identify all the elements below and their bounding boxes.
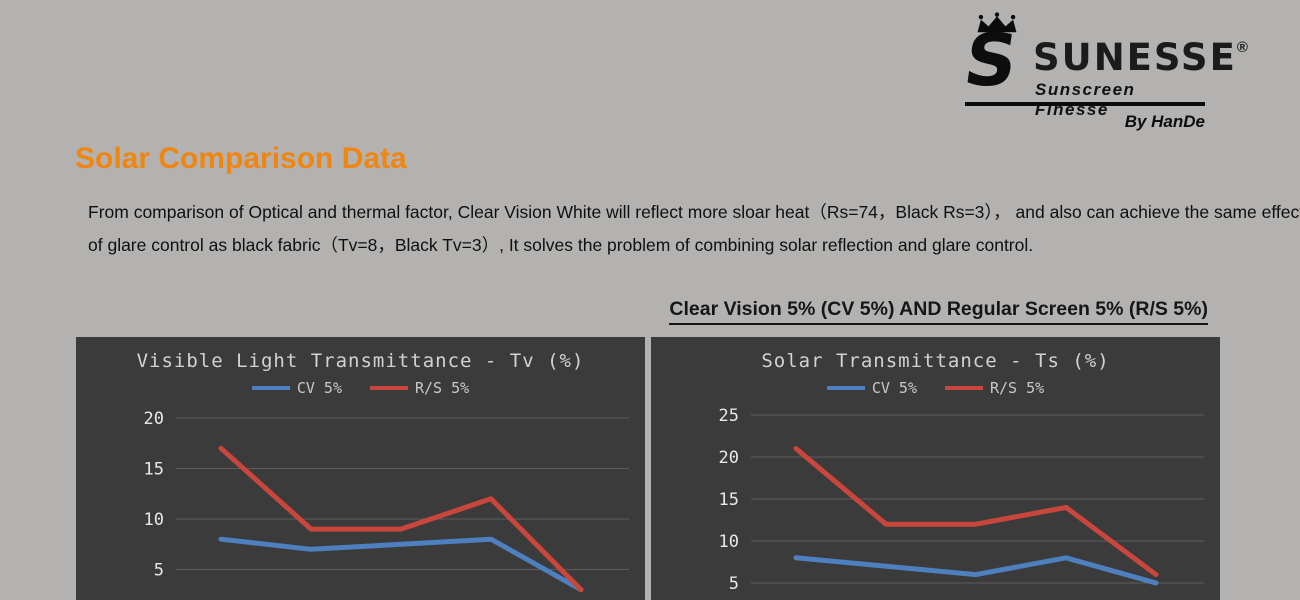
chart-legend: CV 5% R/S 5% xyxy=(76,379,645,398)
y-axis-tick-label: 10 xyxy=(144,510,164,530)
chart-legend: CV 5% R/S 5% xyxy=(651,379,1220,398)
legend-label: CV 5% xyxy=(296,379,342,397)
y-axis-tick-label: 5 xyxy=(154,561,164,581)
y-axis-tick-label: 20 xyxy=(719,448,739,468)
legend-item: CV 5% xyxy=(251,379,342,398)
series-line xyxy=(793,446,1159,578)
legend-item: R/S 5% xyxy=(369,379,470,398)
legend-swatch xyxy=(944,386,983,390)
series-line xyxy=(218,536,584,593)
chart-solar-transmittance: 25 20 15 10 5 Solar Transmittance - Ts (%) C… xyxy=(651,337,1220,600)
y-axis-tick-label: 25 xyxy=(719,406,739,426)
series-line xyxy=(218,445,584,593)
series-line xyxy=(793,555,1159,586)
legend-item: R/S 5% xyxy=(944,379,1045,398)
y-axis-tick-label: 10 xyxy=(719,532,739,552)
brand-monogram: S xyxy=(959,18,1023,102)
legend-item: CV 5% xyxy=(826,379,917,398)
registered-mark: ® xyxy=(1236,39,1248,56)
brand-byline: By HanDe xyxy=(1124,112,1205,131)
legend-swatch xyxy=(369,386,408,390)
legend-label: R/S 5% xyxy=(414,379,470,397)
legend-label: CV 5% xyxy=(871,379,917,397)
brand-name: SUNESSE xyxy=(1033,36,1237,79)
brand-name-row: SUNESSE® xyxy=(1033,36,1248,79)
page-title: Solar Comparison Data xyxy=(75,142,407,175)
chart-visible-light-transmittance: 20 15 10 5 Visible Light Transmittance - Tv… xyxy=(76,337,645,600)
logo-underline xyxy=(965,102,1205,106)
brand-logo: S SUNESSE® Sunscreen Finesse By HanDe xyxy=(959,10,1248,135)
comparison-subtitle: Clear Vision 5% (CV 5%) AND Regular Scre… xyxy=(669,298,1208,325)
y-axis-tick-label: 15 xyxy=(719,490,739,510)
y-axis-tick-label: 5 xyxy=(729,574,739,594)
legend-swatch xyxy=(251,386,290,390)
intro-line-1: From comparison of Optical and thermal f… xyxy=(88,202,1300,222)
crown-icon xyxy=(977,12,1017,33)
y-axis-tick-label: 20 xyxy=(144,409,164,429)
chart-title: Solar Transmittance - Ts (%) xyxy=(761,350,1110,372)
line-plot: 25 20 15 10 5 xyxy=(719,406,1204,594)
chart-title: Visible Light Transmittance - Tv (%) xyxy=(136,350,585,372)
legend-label: R/S 5% xyxy=(989,379,1045,397)
line-plot: 20 15 10 5 xyxy=(144,409,629,593)
intro-line-2: of glare control as black fabric（Tv=8，Bl… xyxy=(88,235,1034,255)
y-axis-tick-label: 15 xyxy=(144,460,164,480)
legend-swatch xyxy=(826,386,865,390)
